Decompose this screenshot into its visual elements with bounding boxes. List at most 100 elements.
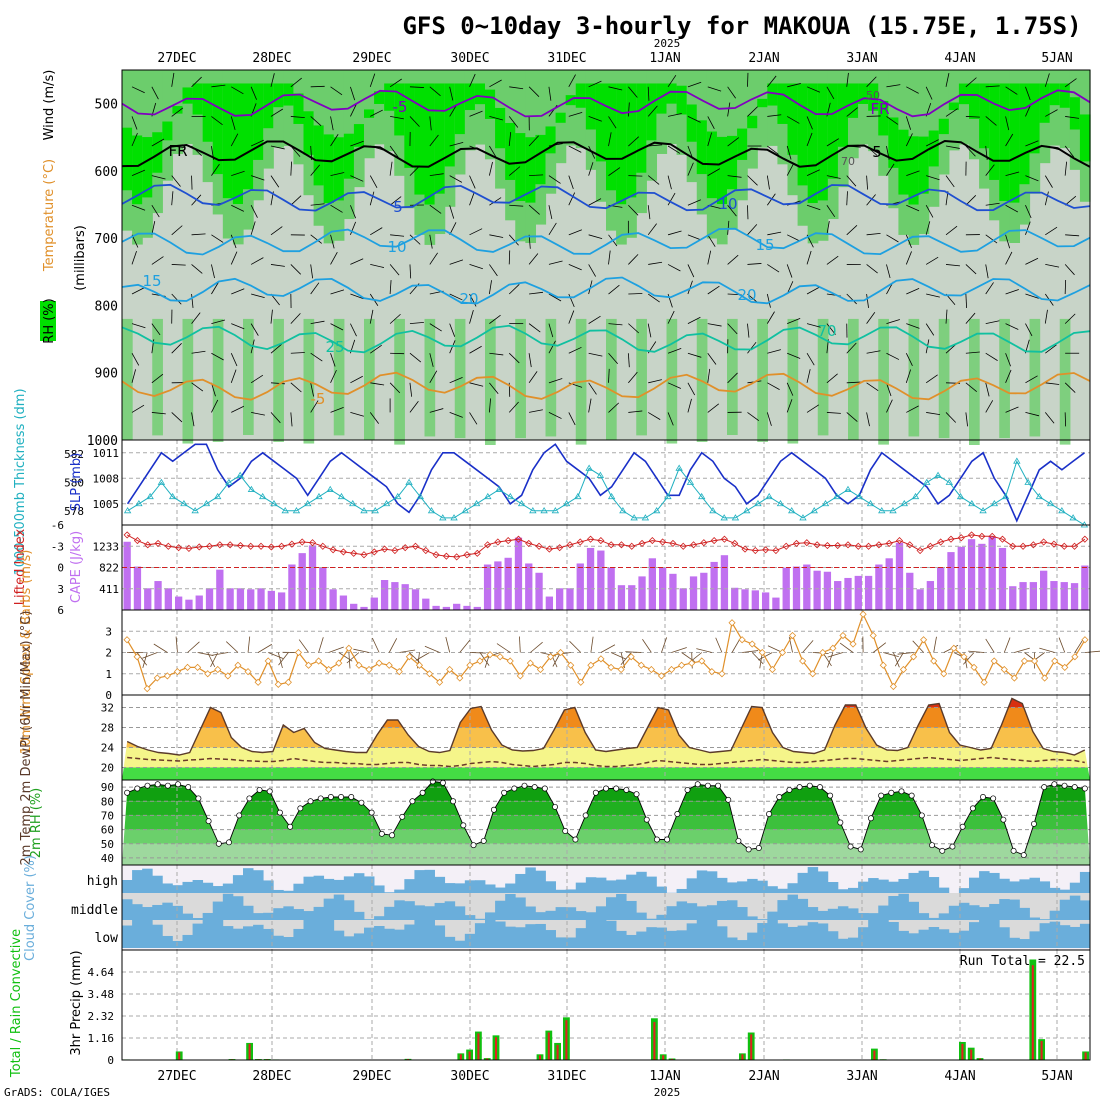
wind-barb xyxy=(766,293,771,308)
wind-barb xyxy=(608,250,611,265)
wind-barb xyxy=(727,323,738,335)
thickness-point xyxy=(236,471,244,478)
contour-label: 25 xyxy=(325,338,344,356)
wind-barb xyxy=(965,351,980,354)
wind-barb-10m xyxy=(671,647,687,653)
contour-label: 70 xyxy=(841,155,855,168)
lifted-index-point xyxy=(463,551,471,559)
rh-high-column xyxy=(979,83,990,149)
chart-title: GFS 0~10day 3-hourly for MAKOUA (15.75E,… xyxy=(402,12,1081,40)
cloud-cover-bar xyxy=(888,881,899,893)
cloud-cover-bar xyxy=(394,929,405,948)
thickness-point xyxy=(270,499,278,507)
rh-high-column xyxy=(989,83,1000,180)
wind-barb xyxy=(429,86,441,97)
wind-barb xyxy=(469,191,475,206)
rh-point xyxy=(603,785,609,792)
wind-barb xyxy=(1045,344,1057,354)
rh-point xyxy=(562,828,569,834)
wind-barb xyxy=(568,229,583,236)
wind-barb xyxy=(131,353,140,366)
wind-barb xyxy=(1005,251,1013,265)
rh-high-column xyxy=(676,85,688,115)
wind-barb xyxy=(627,353,630,368)
wind-barb xyxy=(747,263,762,265)
wind-barb xyxy=(846,412,858,422)
lifted-index-point xyxy=(329,546,337,554)
rh-mid-column xyxy=(1049,70,1061,146)
rh-high-column xyxy=(384,83,395,111)
date-label-bottom: 31DEC xyxy=(547,1069,586,1084)
temp-band xyxy=(122,747,1090,768)
rh-lowlevel-column xyxy=(848,318,859,440)
wind-barb-10m xyxy=(142,652,158,659)
cape-bar xyxy=(463,605,471,610)
wind-barb xyxy=(806,369,811,383)
wind-barb xyxy=(905,251,912,265)
wind-barb xyxy=(905,369,912,383)
wind-speed-point xyxy=(597,655,605,663)
rh-high-column xyxy=(172,106,184,114)
precip-convective-bar xyxy=(653,1022,656,1060)
wind-barb xyxy=(171,107,184,117)
cloud-cover-bar xyxy=(817,923,829,948)
rh-high-column xyxy=(374,91,385,104)
rh-point xyxy=(450,798,457,805)
thickness-tick-label: 580 xyxy=(64,477,84,490)
thickness-point xyxy=(664,492,672,500)
rh-lowlevel-column xyxy=(515,318,526,439)
cloud-cover-bar xyxy=(938,913,950,920)
wind-speed-point xyxy=(1061,663,1069,671)
wind-barb xyxy=(230,369,237,383)
wind-barb xyxy=(508,116,519,128)
cloud-cover-bar xyxy=(575,882,587,893)
wind-speed-point xyxy=(496,653,504,661)
wind-speed-point xyxy=(415,661,424,669)
cloud-cover-bar xyxy=(364,927,375,948)
wind-speed-point xyxy=(778,648,787,657)
wind-barb xyxy=(925,256,939,265)
wind-barb xyxy=(489,352,504,356)
wind-speed-point xyxy=(708,668,716,676)
rh-lowlevel-column xyxy=(122,318,133,440)
rh-high-column xyxy=(303,111,315,155)
wind-barb xyxy=(171,225,183,236)
cloud-cover-bar xyxy=(958,930,970,948)
cloud-cover-bar xyxy=(152,904,163,920)
lifted-index-point xyxy=(710,537,718,545)
wind-barb xyxy=(906,323,920,329)
lifted-index-point xyxy=(123,531,131,539)
cloud-cover-bar xyxy=(232,875,244,893)
cape-bar xyxy=(679,588,687,610)
wind-speed-point xyxy=(930,657,938,665)
cloud-cover-bar xyxy=(666,906,677,920)
wind-speed-point xyxy=(1081,636,1089,644)
cape-bar xyxy=(761,592,770,610)
cloud-cover-bar xyxy=(202,882,214,893)
wind-barb xyxy=(846,175,857,187)
thickness-point xyxy=(439,514,447,521)
wind-speed-point xyxy=(557,648,565,657)
cloud-cover-bar xyxy=(646,918,657,920)
wind-barb xyxy=(489,382,499,394)
rh-high-column xyxy=(474,83,486,105)
wind-speed-point xyxy=(516,672,524,680)
wind-barb xyxy=(389,264,400,276)
wind-speed-point xyxy=(133,653,141,661)
cloud-cover-bar xyxy=(827,908,839,920)
wind-speed-point xyxy=(153,674,161,682)
cloud-cover-bar xyxy=(747,878,758,893)
rh-high-column xyxy=(757,98,768,108)
wind-barb xyxy=(390,116,404,120)
rh-point xyxy=(827,792,834,799)
wind-barb xyxy=(985,400,994,413)
wind-barb-10m xyxy=(985,638,995,653)
lifted-index-point xyxy=(576,538,584,546)
wind-barb xyxy=(905,133,913,147)
cape-tick-label: 822 xyxy=(99,562,119,575)
rh-high-column xyxy=(958,83,970,105)
rh-high-column xyxy=(122,127,133,191)
rh-high-column xyxy=(454,83,466,135)
wind-barb xyxy=(787,234,800,242)
